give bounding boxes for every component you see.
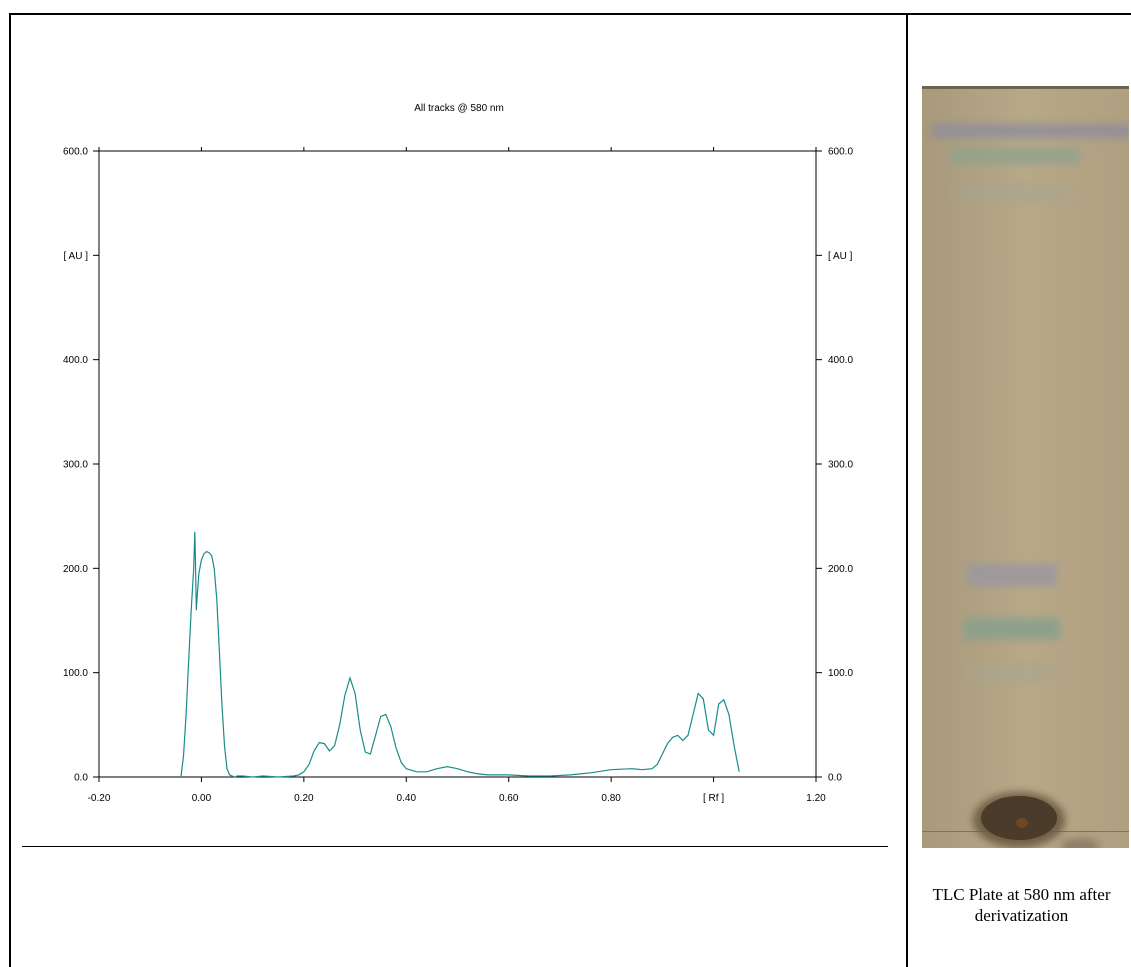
y-tick-label-left: 200.0 [63,564,88,575]
x-axis: -0.20 0.00 0.20 0.40 0.60 0.80 [ Rf ] 1.20 [88,147,826,804]
band-top [932,124,1129,138]
chart-underline [22,846,888,847]
band-upper [950,148,1080,164]
y-tick-label-left: 600.0 [63,147,88,158]
x-tick-label: 0.20 [294,793,314,804]
y-tick-label-left: [ AU ] [64,251,89,262]
band-faint [972,666,1052,680]
x-tick-label: 1.20 [806,793,826,804]
y-tick-label-right: 300.0 [828,460,853,471]
y-tick-label-left: 0.0 [74,773,88,784]
series-line [180,531,740,778]
band-green [964,618,1060,640]
y-tick-label-right: [ AU ] [828,251,853,262]
y-axis-right: 0.0 100.0 200.0 300.0 [ AU ] 400.0 600.0 [816,147,853,784]
x-tick-label: 0.60 [499,793,519,804]
x-tick-label: -0.20 [88,793,111,804]
y-tick-label-right: 200.0 [828,564,853,575]
y-tick-label-right: 600.0 [828,147,853,158]
densitogram-chart: All tracks @ 580 nm 0.0 100.0 200.0 300.0 [ … [63,103,853,804]
y-tick-label-left: 100.0 [63,668,88,679]
plate-top-edge [922,86,1129,89]
band-upper-faint [958,186,1068,200]
y-tick-label-left: 300.0 [63,460,88,471]
band-mid [967,564,1057,586]
x-tick-label: 0.40 [397,793,417,804]
tlc-plate-image [922,86,1129,848]
y-tick-label-right: 400.0 [828,355,853,366]
y-tick-label-left: 400.0 [63,355,88,366]
chart-title: All tracks @ 580 nm [414,103,504,114]
secondary-spot [1060,838,1100,848]
x-tick-label: 0.80 [601,793,621,804]
plot-frame [98,150,817,778]
origin-spot-center [1016,818,1028,828]
x-tick-label: 0.00 [192,793,212,804]
table-cell-divider [906,13,908,967]
table-border-top [9,13,1131,15]
plate-caption: TLC Plate at 580 nm after derivatization [932,885,1111,925]
y-tick-label-right: 0.0 [828,773,842,784]
origin-spot [981,796,1057,840]
y-axis-left: 0.0 100.0 200.0 300.0 [ AU ] 400.0 600.0 [63,147,99,784]
plate-background [922,86,1129,848]
y-tick-label-right: 100.0 [828,668,853,679]
table-border-left [9,13,11,967]
x-tick-label: [ Rf ] [703,793,724,804]
